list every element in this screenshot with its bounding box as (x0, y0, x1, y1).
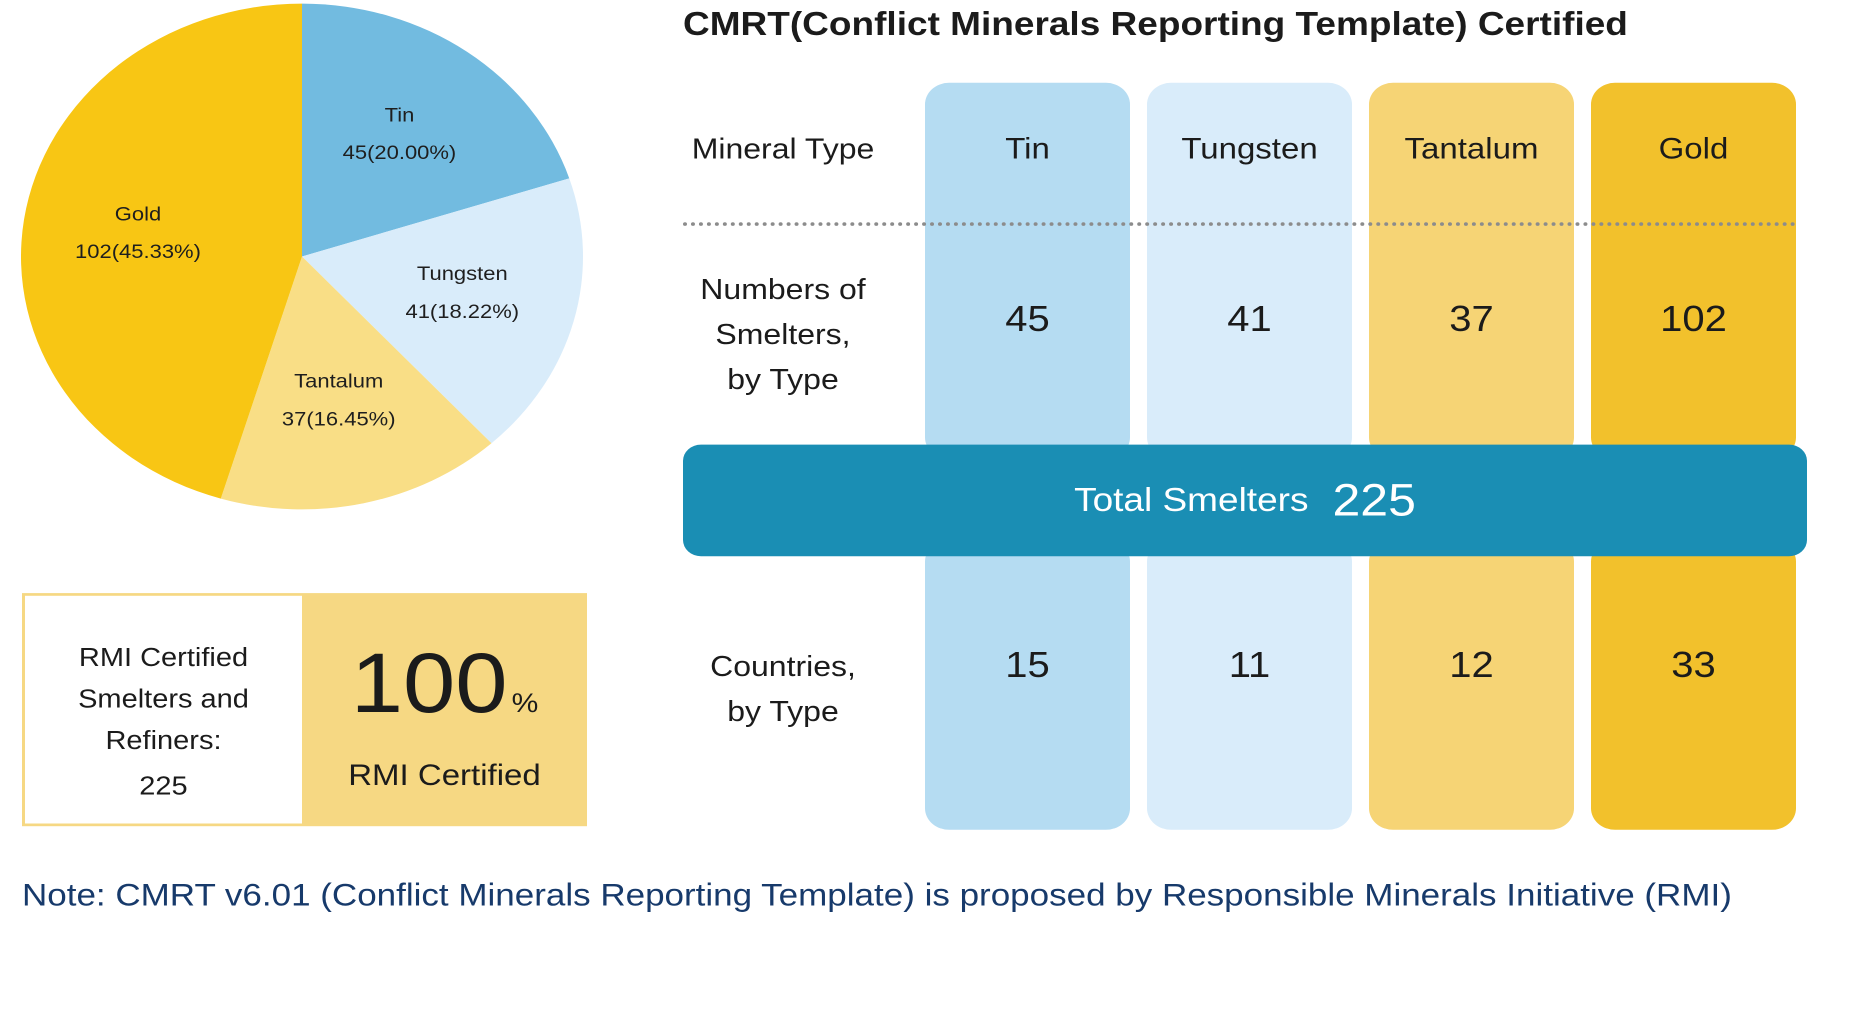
mineral-header-tin: Tin (1005, 131, 1050, 165)
rmi-certified-percent-panel: 100% RMI Certified (302, 593, 587, 826)
rmi-certified-summary: RMI Certified Smelters and Refiners: 225 (25, 595, 302, 824)
smelters-tantalum: 37 (1449, 299, 1494, 340)
countries-tin: 15 (1005, 645, 1050, 685)
header-divider (683, 222, 1796, 226)
tungsten-column-upper (1147, 82, 1352, 460)
rmi-certified-label: RMI Certified Smelters and Refiners: (78, 643, 249, 756)
countries-tantalum: 12 (1449, 645, 1494, 685)
total-smelters-label: Total Smelters (1074, 481, 1309, 519)
countries-tungsten: 11 (1228, 645, 1271, 685)
page-title: CMRT(Conflict Minerals Reporting Templat… (683, 5, 1628, 43)
rmi-percent-value: 100 (350, 635, 508, 730)
mineral-header-tantalum: Tantalum (1404, 131, 1539, 165)
row-label-countries: Countries, by Type (710, 649, 856, 728)
rmi-certified-count: 225 (139, 772, 188, 801)
pie-label-tantalum: Tantalum (294, 371, 383, 393)
pie-value-tungsten: 41(18.22%) (405, 301, 519, 323)
cmrt-infographic: Tin 45(20.00%) Tungsten 41(18.22%) Tantalum 3… (21, 3, 1807, 913)
pie-label-tungsten: Tungsten (417, 263, 508, 285)
row-label-mineral-type: Mineral Type (691, 132, 875, 165)
tantalum-column-lower (1369, 540, 1574, 830)
pie-value-tin: 45(20.00%) (343, 142, 457, 164)
tin-column-lower (925, 540, 1130, 830)
rmi-percent-unit: % (511, 688, 539, 719)
smelters-gold: 102 (1660, 299, 1727, 340)
mineral-header-gold: Gold (1658, 131, 1729, 165)
mineral-header-tungsten: Tungsten (1181, 131, 1318, 165)
rmi-certified-caption: RMI Certified (348, 757, 541, 792)
gold-column-upper (1591, 82, 1796, 460)
countries-gold: 33 (1671, 645, 1716, 685)
total-smelters-bar: Total Smelters 225 (683, 444, 1807, 557)
smelters-tungsten: 41 (1227, 299, 1272, 340)
tantalum-column-upper (1369, 82, 1574, 460)
rmi-certified-box: RMI Certified Smelters and Refiners: 225… (22, 593, 587, 827)
pie-slice-gold (21, 3, 303, 499)
mineral-pie-chart: Tin 45(20.00%) Tungsten 41(18.22%) Tantalum 3… (21, 3, 583, 510)
pie-label-tin: Tin (385, 104, 415, 126)
pie-value-tantalum: 37(16.45%) (282, 408, 396, 430)
total-smelters-value: 225 (1332, 475, 1416, 526)
pie-slice-tungsten (302, 178, 583, 444)
pie-slice-tantalum (220, 256, 492, 510)
row-label-smelters: Numbers of Smelters, by Type (700, 272, 866, 396)
gold-column-lower (1591, 540, 1796, 830)
footnote: Note: CMRT v6.01 (Conflict Minerals Repo… (22, 877, 1732, 913)
pie-value-gold: 102(45.33%) (75, 241, 201, 263)
rmi-percent: 100% (302, 638, 587, 749)
pie-slice-tin (302, 3, 570, 257)
smelters-tin: 45 (1005, 299, 1050, 340)
tungsten-column-lower (1147, 540, 1352, 830)
tin-column-upper (925, 82, 1130, 460)
pie-label-gold: Gold (115, 203, 161, 225)
